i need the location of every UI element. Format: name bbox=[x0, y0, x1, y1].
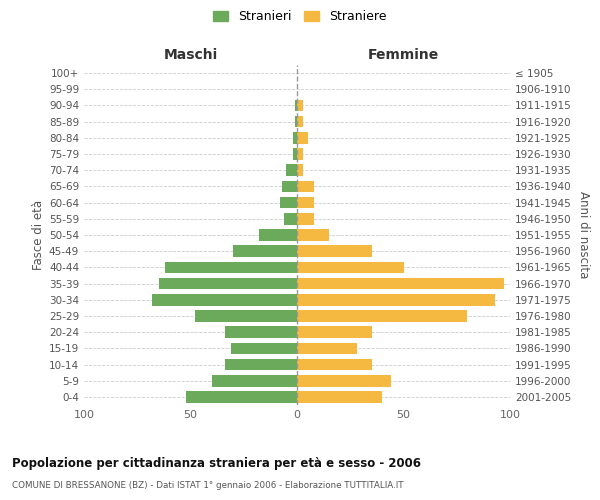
Bar bbox=[212, 375, 297, 386]
Bar bbox=[297, 180, 314, 192]
Text: Maschi: Maschi bbox=[163, 48, 218, 62]
Bar bbox=[297, 164, 304, 176]
Bar bbox=[293, 132, 297, 143]
Bar bbox=[295, 116, 297, 128]
Bar bbox=[233, 246, 297, 257]
Bar bbox=[297, 358, 371, 370]
Bar bbox=[297, 278, 503, 289]
Bar bbox=[286, 164, 297, 176]
Bar bbox=[297, 262, 404, 273]
Bar bbox=[282, 180, 297, 192]
Bar bbox=[297, 116, 304, 128]
Bar bbox=[224, 358, 297, 370]
Bar bbox=[297, 197, 314, 208]
Legend: Stranieri, Straniere: Stranieri, Straniere bbox=[209, 6, 391, 26]
Bar bbox=[297, 229, 329, 241]
Text: COMUNE DI BRESSANONE (BZ) - Dati ISTAT 1° gennaio 2006 - Elaborazione TUTTITALIA: COMUNE DI BRESSANONE (BZ) - Dati ISTAT 1… bbox=[12, 481, 404, 490]
Bar bbox=[297, 100, 304, 112]
Bar bbox=[195, 310, 297, 322]
Bar bbox=[295, 100, 297, 112]
Text: Femmine: Femmine bbox=[368, 48, 439, 62]
Bar bbox=[158, 278, 297, 289]
Y-axis label: Fasce di età: Fasce di età bbox=[32, 200, 45, 270]
Bar bbox=[186, 391, 297, 402]
Bar bbox=[297, 132, 308, 143]
Bar bbox=[297, 391, 382, 402]
Bar bbox=[297, 148, 304, 160]
Text: Popolazione per cittadinanza straniera per età e sesso - 2006: Popolazione per cittadinanza straniera p… bbox=[12, 458, 421, 470]
Bar bbox=[297, 326, 371, 338]
Bar bbox=[293, 148, 297, 160]
Bar bbox=[224, 326, 297, 338]
Bar bbox=[297, 310, 467, 322]
Bar bbox=[297, 375, 391, 386]
Bar bbox=[297, 342, 356, 354]
Bar bbox=[297, 246, 371, 257]
Bar bbox=[280, 197, 297, 208]
Bar bbox=[152, 294, 297, 306]
Y-axis label: Anni di nascita: Anni di nascita bbox=[577, 192, 590, 278]
Bar bbox=[231, 342, 297, 354]
Bar bbox=[284, 213, 297, 224]
Bar bbox=[165, 262, 297, 273]
Bar bbox=[297, 213, 314, 224]
Bar bbox=[297, 294, 495, 306]
Bar bbox=[259, 229, 297, 241]
